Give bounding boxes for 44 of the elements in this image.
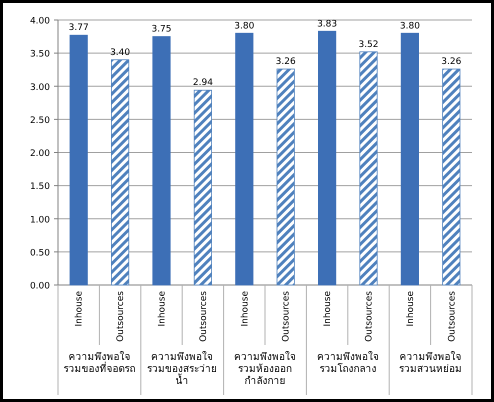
y-tick-label: 3.00 [30, 82, 50, 93]
text: Inhouse [406, 291, 416, 326]
x-tick-label: ความพึงพอใจรวมของที่จอดรถ [63, 351, 136, 375]
y-tick-label: 4.00 [30, 16, 50, 26]
text: Inhouse [158, 291, 168, 326]
bar [359, 51, 378, 286]
data-label: 3.80 [400, 21, 420, 32]
y-tick-label: 2.50 [30, 116, 50, 126]
bar [318, 30, 336, 286]
text: Outsources [447, 291, 458, 342]
data-label: 3.26 [441, 57, 462, 68]
data-label: 2.94 [192, 78, 214, 88]
y-tick-label: 2.00 [30, 149, 50, 159]
x-tick-label: ความพึงพอใจรวมของสระว่ายน้ำ [147, 351, 218, 387]
bar [400, 32, 419, 286]
y-tick-label: 3.50 [30, 50, 50, 60]
y-tick-label: 0.50 [30, 248, 50, 258]
text: Outsources [198, 291, 209, 342]
bar [194, 90, 212, 286]
data-label: 3.52 [358, 40, 379, 50]
x-tick-label: ความพึงพอใจรวมสวนหย่อม [399, 351, 462, 375]
text: Outsources [116, 290, 126, 342]
text: Inhouse [74, 290, 85, 326]
y-tick-label: 1.00 [30, 215, 50, 226]
text: Inhouse [323, 291, 334, 326]
text: Inhouse [240, 291, 250, 326]
data-label: 3.40 [110, 48, 130, 58]
text: Outsources [282, 291, 292, 342]
data-label: 3.26 [276, 57, 296, 68]
x-tick-label: ความพึงพอใจรวมห้องออกกำลังกาย [234, 351, 296, 387]
bar [442, 68, 460, 286]
bar [152, 36, 171, 286]
data-label: 3.80 [234, 21, 255, 32]
text: Outsources [364, 291, 374, 342]
bar [276, 68, 295, 286]
y-tick-label: 0.00 [30, 282, 50, 292]
data-label: 3.75 [151, 24, 172, 35]
bar [70, 34, 88, 286]
bar [111, 59, 130, 286]
bar [235, 32, 254, 286]
data-label: 3.83 [317, 19, 338, 30]
data-label: 3.77 [68, 23, 89, 34]
x-tick-label: ความพึงพอใจรวมโถงกลาง [316, 351, 379, 375]
y-tick-label: 1.50 [30, 182, 50, 192]
